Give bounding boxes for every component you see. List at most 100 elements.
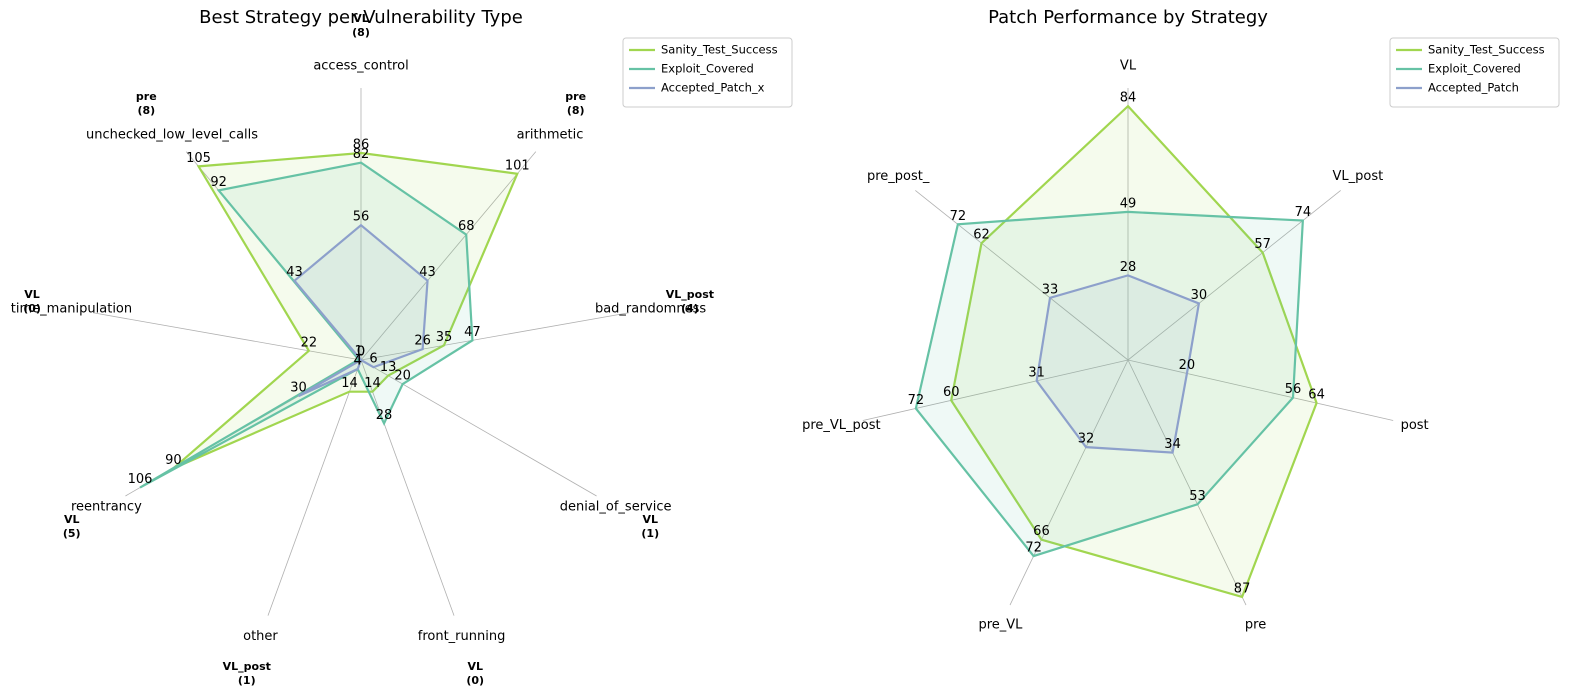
value-label: 64 [1308,388,1325,403]
legend-label: Accepted_Patch [1428,81,1519,95]
spoke [1009,359,1129,606]
category-label: pre_VL [978,617,1023,632]
spoke [862,359,1129,421]
category-label: bad_randomness [595,301,706,316]
best-count: (4) [681,302,699,315]
best-strategy: VL [642,513,658,526]
spoke [360,359,455,616]
value-label: 72 [950,209,967,224]
category-label: access_control [313,59,408,74]
value-label: 30 [290,381,307,396]
value-label: 53 [1189,489,1206,504]
category-label: VL_post [1332,169,1383,184]
value-label: 60 [943,385,960,400]
best-strategy: VL [64,513,80,526]
value-label: 14 [341,376,358,391]
best-strategy: pre [136,90,157,103]
spoke [360,312,629,361]
category-label: pre [1245,617,1266,632]
category-label: front_running [418,629,506,644]
best-count: (8) [137,104,155,117]
spoke [1127,190,1341,361]
series-area [140,162,473,488]
value-label: 43 [286,265,303,280]
value-label: 56 [353,210,370,225]
value-label: 1 [354,344,362,359]
legend-label: Sanity_Test_Success [1428,43,1545,57]
legend-box [622,37,793,108]
series-line [292,223,429,398]
best-strategy: VL_post [223,660,271,673]
value-label: 30 [1191,288,1208,303]
series-area [173,152,518,469]
value-label: 20 [394,369,411,384]
legend-label: Sanity_Test_Success [661,43,778,57]
best-strategy: VL [467,660,483,673]
value-label: 4 [354,354,362,369]
category-label: post [1401,418,1429,433]
value-label: 72 [908,393,925,408]
value-label: 22 [301,335,318,350]
value-label: 82 [353,147,370,162]
series-line [950,104,1318,599]
best-count: (5) [63,527,81,540]
value-label: 6 [369,352,377,367]
best-count: (0) [466,674,484,687]
chart-title: Best Strategy per Vulnerability Type [199,7,523,28]
legend-label: Exploit_Covered [1428,62,1521,76]
spoke [1127,359,1247,606]
category-label: VL [1120,59,1137,74]
value-label: 28 [1120,260,1137,275]
value-label: 34 [1164,437,1181,452]
series-line [139,161,474,489]
series-line [1035,274,1201,454]
value-label: 87 [1234,581,1251,596]
series-area [1036,275,1199,453]
value-label: 28 [376,408,393,423]
value-label: 84 [1120,91,1137,106]
value-label: 68 [458,219,475,234]
best-strategy: VL_post [666,288,714,301]
best-count: (1) [641,527,659,540]
spoke [915,190,1129,361]
value-label: 32 [1078,432,1095,447]
value-label: 20 [1179,358,1196,373]
value-label: 74 [1295,205,1312,220]
value-label: 106 [128,472,153,487]
category-label: arithmetic [517,127,584,142]
value-label: 13 [380,360,397,375]
value-label: 72 [1025,541,1042,556]
category-label: time_manipulation [11,301,132,316]
value-label: 31 [1028,365,1045,380]
category-label: pre_VL_post [802,418,881,433]
series-area [915,211,1303,557]
value-label: 26 [414,334,431,349]
value-label: 86 [353,137,370,152]
category-label: pre_post_ [867,169,930,184]
category-label: reentrancy [71,500,142,515]
value-label: 57 [1254,237,1271,252]
value-label: 0 [357,345,365,360]
value-label: 33 [1042,282,1059,297]
best-strategy: pre [565,90,586,103]
legend-label: Accepted_Patch_x [661,81,765,95]
value-label: 35 [436,330,453,345]
value-label: 49 [1120,196,1137,211]
category-label: denial_of_service [560,500,672,515]
value-label: 56 [1285,382,1302,397]
value-label: 47 [464,325,481,340]
spoke [267,359,362,616]
value-label: 101 [505,158,530,173]
spoke [360,151,537,361]
value-label: 92 [210,175,227,190]
value-label: 66 [1033,524,1050,539]
series-line [172,151,519,470]
best-strategy: VL [353,12,369,25]
category-label: unchecked_low_level_calls [86,127,258,142]
best-count: (1) [238,674,256,687]
legend-label: Exploit_Covered [661,62,754,76]
best-count: (8) [352,26,370,39]
spoke [360,359,597,497]
spoke [93,312,362,361]
